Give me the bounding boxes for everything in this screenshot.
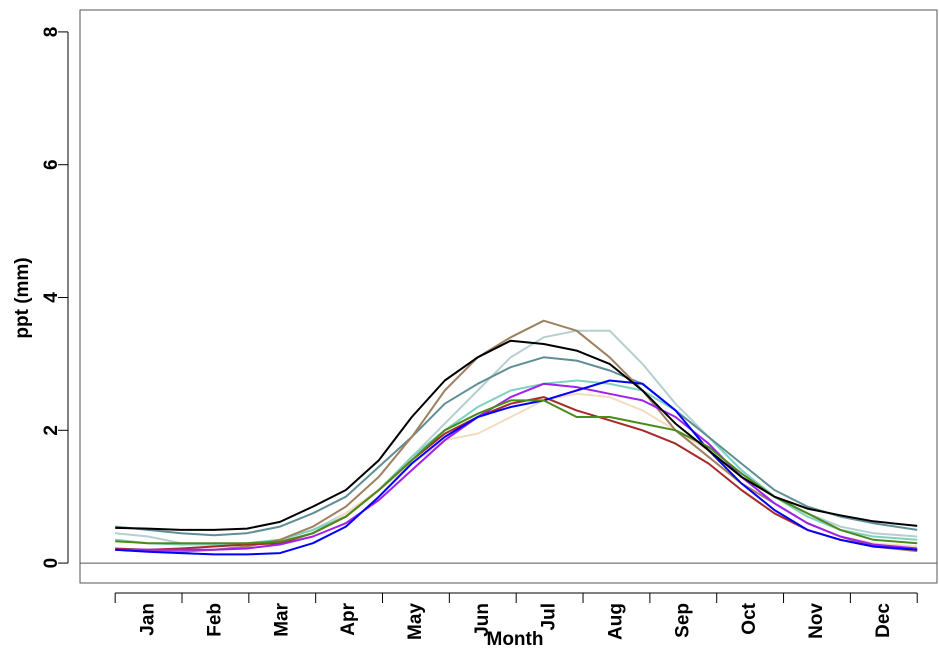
series-line: [115, 356, 918, 537]
y-tick-label: 6: [41, 159, 62, 170]
series-line: [115, 379, 918, 556]
x-tick-label: Sep: [672, 603, 693, 638]
y-tick-label: 2: [41, 425, 62, 436]
x-tick-label: Jul: [539, 603, 560, 630]
x-tick-label: Nov: [806, 603, 827, 639]
y-axis-label: ppt (mm): [12, 257, 33, 338]
series-line: [115, 382, 918, 551]
y-tick-label: 8: [41, 27, 62, 38]
x-tick-label: May: [405, 603, 426, 640]
x-tick-label: Feb: [204, 603, 225, 637]
x-tick-label: Oct: [739, 602, 760, 634]
y-tick-label: 4: [41, 292, 62, 303]
x-tick-label: Apr: [338, 602, 359, 635]
x-tick-label: Aug: [605, 603, 626, 640]
series-line: [115, 392, 918, 553]
series-line: [115, 396, 918, 551]
y-tick-label: 0: [41, 558, 62, 569]
plot-frame: [79, 9, 938, 584]
x-tick-label: Jan: [138, 603, 159, 636]
x-tick-label: Dec: [873, 603, 894, 638]
series-line: [115, 399, 918, 545]
x-tick-label: Jun: [472, 603, 493, 637]
series-line: [115, 329, 918, 546]
x-axis-label: Month: [487, 629, 544, 650]
x-tick-label: Mar: [271, 602, 292, 636]
series-line: [115, 339, 918, 531]
